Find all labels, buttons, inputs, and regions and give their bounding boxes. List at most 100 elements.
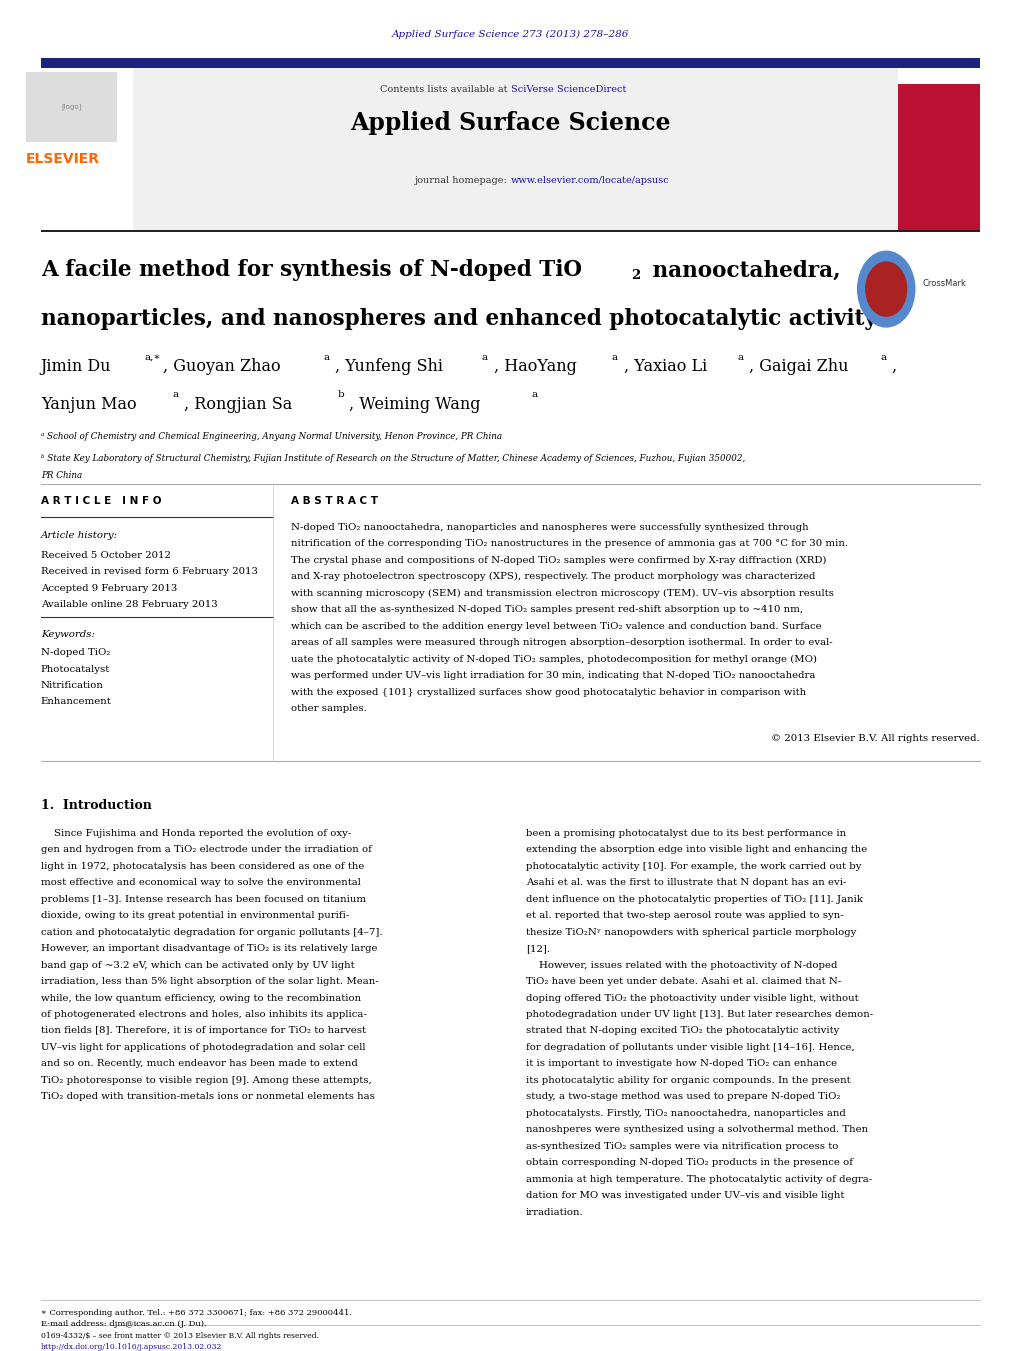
Bar: [26, 72, 117, 142]
Text: , Weiming Wang: , Weiming Wang: [349, 396, 481, 413]
Circle shape: [866, 262, 907, 316]
Text: been a promising photocatalyst due to its best performance in: been a promising photocatalyst due to it…: [526, 828, 846, 838]
Text: dioxide, owing to its great potential in environmental purifi-: dioxide, owing to its great potential in…: [41, 911, 349, 920]
Text: show that all the as-synthesized N-doped TiO₂ samples present red-shift absorpti: show that all the as-synthesized N-doped…: [291, 605, 804, 615]
Text: The crystal phase and compositions of N-doped TiO₂ samples were confirmed by X-r: The crystal phase and compositions of N-…: [291, 555, 826, 565]
Text: TiO₂ photoresponse to visible region [9]. Among these attempts,: TiO₂ photoresponse to visible region [9]…: [41, 1075, 372, 1085]
Text: photocatalysts. Firstly, TiO₂ nanooctahedra, nanoparticles and: photocatalysts. Firstly, TiO₂ nanooctahe…: [526, 1109, 845, 1117]
Text: TiO₂ have been yet under debate. Asahi et al. claimed that N-: TiO₂ have been yet under debate. Asahi e…: [526, 977, 841, 986]
Text: , HaoYang: , HaoYang: [494, 358, 577, 376]
Text: PR China: PR China: [41, 471, 82, 481]
Text: a: a: [532, 390, 538, 400]
Text: However, an important disadvantage of TiO₂ is its relatively large: However, an important disadvantage of Ti…: [41, 944, 378, 952]
Text: 0169-4332/$ – see front matter © 2013 Elsevier B.V. All rights reserved.: 0169-4332/$ – see front matter © 2013 El…: [41, 1332, 319, 1340]
Text: A R T I C L E   I N F O: A R T I C L E I N F O: [41, 496, 161, 505]
Text: other samples.: other samples.: [291, 704, 367, 713]
Text: ammonia at high temperature. The photocatalytic activity of degra-: ammonia at high temperature. The photoca…: [526, 1175, 872, 1183]
Text: areas of all samples were measured through nitrogen absorption–desorption isothe: areas of all samples were measured throu…: [291, 638, 832, 647]
Text: Contents lists available at: Contents lists available at: [380, 85, 510, 95]
Text: UV–vis light for applications of photodegradation and solar cell: UV–vis light for applications of photode…: [41, 1043, 366, 1052]
Text: most effective and economical way to solve the environmental: most effective and economical way to sol…: [41, 878, 360, 888]
Text: light in 1972, photocatalysis has been considered as one of the: light in 1972, photocatalysis has been c…: [41, 862, 364, 870]
Text: Received 5 October 2012: Received 5 October 2012: [41, 551, 171, 561]
Text: irradiation.: irradiation.: [526, 1208, 584, 1217]
Text: applied
surface science: applied surface science: [912, 74, 967, 85]
Circle shape: [858, 251, 915, 327]
Text: www.elsevier.com/locate/apsusc: www.elsevier.com/locate/apsusc: [510, 176, 669, 185]
Text: TiO₂ doped with transition-metals ions or nonmetal elements has: TiO₂ doped with transition-metals ions o…: [41, 1093, 375, 1101]
Text: Received in revised form 6 February 2013: Received in revised form 6 February 2013: [41, 567, 258, 577]
Bar: [41, 230, 980, 232]
Text: ᵃ School of Chemistry and Chemical Engineering, Anyang Normal University, Henon : ᵃ School of Chemistry and Chemical Engin…: [41, 432, 502, 442]
Text: However, issues related with the photoactivity of N-doped: However, issues related with the photoac…: [526, 961, 837, 970]
Text: and so on. Recently, much endeavor has been made to extend: and so on. Recently, much endeavor has b…: [41, 1059, 357, 1069]
Text: thesize TiO₂Nʸ nanopowders with spherical particle morphology: thesize TiO₂Nʸ nanopowders with spherica…: [526, 928, 857, 936]
Text: for degradation of pollutants under visible light [14–16]. Hence,: for degradation of pollutants under visi…: [526, 1043, 855, 1052]
Text: Since Fujishima and Honda reported the evolution of oxy-: Since Fujishima and Honda reported the e…: [41, 828, 351, 838]
Text: A facile method for synthesis of N-doped TiO: A facile method for synthesis of N-doped…: [41, 259, 582, 281]
Text: cation and photocatalytic degradation for organic pollutants [4–7].: cation and photocatalytic degradation fo…: [41, 928, 383, 936]
Text: Applied Surface Science 273 (2013) 278–286: Applied Surface Science 273 (2013) 278–2…: [392, 30, 629, 39]
Text: it is important to investigate how N-doped TiO₂ can enhance: it is important to investigate how N-dop…: [526, 1059, 837, 1069]
Text: Jimin Du: Jimin Du: [41, 358, 111, 376]
Text: nanoparticles, and nanospheres and enhanced photocatalytic activity: nanoparticles, and nanospheres and enhan…: [41, 308, 877, 330]
Text: study, a two-stage method was used to prepare N-doped TiO₂: study, a two-stage method was used to pr…: [526, 1093, 840, 1101]
Text: E-mail address: djm@icas.ac.cn (J. Du).: E-mail address: djm@icas.ac.cn (J. Du).: [41, 1320, 206, 1328]
Text: Applied Surface Science: Applied Surface Science: [350, 111, 671, 135]
Text: a,∗: a,∗: [145, 353, 161, 362]
Text: ∗ Corresponding author. Tel.: +86 372 3300671; fax: +86 372 29000441.: ∗ Corresponding author. Tel.: +86 372 33…: [41, 1309, 352, 1317]
Text: problems [1–3]. Intense research has been focused on titanium: problems [1–3]. Intense research has bee…: [41, 894, 366, 904]
Text: , Yaxiao Li: , Yaxiao Li: [624, 358, 708, 376]
Text: Available online 28 February 2013: Available online 28 February 2013: [41, 600, 217, 609]
Text: dent influence on the photocatalytic properties of TiO₂ [11]. Janik: dent influence on the photocatalytic pro…: [526, 894, 863, 904]
Text: band gap of ~3.2 eV, which can be activated only by UV light: band gap of ~3.2 eV, which can be activa…: [41, 961, 354, 970]
Text: which can be ascribed to the addition energy level between TiO₂ valence and cond: which can be ascribed to the addition en…: [291, 621, 822, 631]
Text: Article history:: Article history:: [41, 531, 117, 540]
Text: ᵇ State Key Laboratory of Structural Chemistry, Fujian Institute of Research on : ᵇ State Key Laboratory of Structural Che…: [41, 454, 745, 463]
Text: was performed under UV–vis light irradiation for 30 min, indicating that N-doped: was performed under UV–vis light irradia…: [291, 671, 816, 680]
Text: extending the absorption edge into visible light and enhancing the: extending the absorption edge into visib…: [526, 846, 867, 854]
Text: b: b: [338, 390, 345, 400]
Text: gen and hydrogen from a TiO₂ electrode under the irradiation of: gen and hydrogen from a TiO₂ electrode u…: [41, 846, 372, 854]
Text: a: a: [737, 353, 743, 362]
Text: as-synthesized TiO₂ samples were via nitrification process to: as-synthesized TiO₂ samples were via nit…: [526, 1142, 838, 1151]
Text: with scanning microscopy (SEM) and transmission electron microscopy (TEM). UV–vi: with scanning microscopy (SEM) and trans…: [291, 589, 834, 598]
Text: strated that N-doping excited TiO₂ the photocatalytic activity: strated that N-doping excited TiO₂ the p…: [526, 1027, 839, 1035]
Text: of photogenerated electrons and holes, also inhibits its applica-: of photogenerated electrons and holes, a…: [41, 1011, 367, 1019]
Text: photocatalytic activity [10]. For example, the work carried out by: photocatalytic activity [10]. For exampl…: [526, 862, 862, 870]
Text: nitrification of the corresponding TiO₂ nanostructures in the presence of ammoni: nitrification of the corresponding TiO₂ …: [291, 539, 848, 549]
Text: Photocatalyst: Photocatalyst: [41, 665, 110, 674]
Text: Enhancement: Enhancement: [41, 697, 111, 707]
Text: , Yunfeng Shi: , Yunfeng Shi: [335, 358, 443, 376]
Text: CrossMark: CrossMark: [923, 280, 967, 288]
Text: nanooctahedra,: nanooctahedra,: [645, 259, 841, 281]
Text: 2: 2: [631, 269, 640, 282]
Text: ,: ,: [891, 358, 896, 376]
Text: 1.  Introduction: 1. Introduction: [41, 798, 152, 812]
Text: its photocatalytic ability for organic compounds. In the present: its photocatalytic ability for organic c…: [526, 1075, 850, 1085]
Text: a: a: [173, 390, 179, 400]
Text: with the exposed {101} crystallized surfaces show good photocatalytic behavior i: with the exposed {101} crystallized surf…: [291, 688, 807, 697]
Text: a: a: [612, 353, 618, 362]
Text: nanoshperes were synthesized using a solvothermal method. Then: nanoshperes were synthesized using a sol…: [526, 1125, 868, 1135]
Text: Asahi et al. was the first to illustrate that N dopant has an evi-: Asahi et al. was the first to illustrate…: [526, 878, 846, 888]
Text: A B S T R A C T: A B S T R A C T: [291, 496, 378, 505]
Text: dation for MO was investigated under UV–vis and visible light: dation for MO was investigated under UV–…: [526, 1192, 844, 1200]
Bar: [898, 68, 980, 230]
Text: ELSEVIER: ELSEVIER: [26, 153, 99, 166]
Text: , Guoyan Zhao: , Guoyan Zhao: [163, 358, 281, 376]
Text: a: a: [482, 353, 488, 362]
Text: irradiation, less than 5% light absorption of the solar light. Mean-: irradiation, less than 5% light absorpti…: [41, 977, 379, 986]
Text: Nitrification: Nitrification: [41, 681, 104, 690]
Text: doping offered TiO₂ the photoactivity under visible light, without: doping offered TiO₂ the photoactivity un…: [526, 993, 859, 1002]
Text: journal homepage:: journal homepage:: [415, 176, 510, 185]
Text: N-doped TiO₂ nanooctahedra, nanoparticles and nanospheres were successfully synt: N-doped TiO₂ nanooctahedra, nanoparticle…: [291, 523, 809, 532]
Text: , Rongjian Sa: , Rongjian Sa: [184, 396, 292, 413]
Text: obtain corresponding N-doped TiO₂ products in the presence of: obtain corresponding N-doped TiO₂ produc…: [526, 1158, 853, 1167]
Text: tion fields [8]. Therefore, it is of importance for TiO₂ to harvest: tion fields [8]. Therefore, it is of imp…: [41, 1027, 366, 1035]
Text: Keywords:: Keywords:: [41, 630, 95, 639]
Text: SciVerse ScienceDirect: SciVerse ScienceDirect: [510, 85, 626, 95]
Text: , Gaigai Zhu: , Gaigai Zhu: [749, 358, 848, 376]
Bar: [898, 68, 980, 84]
Text: uate the photocatalytic activity of N-doped TiO₂ samples, photodecomposition for: uate the photocatalytic activity of N-do…: [291, 655, 817, 663]
